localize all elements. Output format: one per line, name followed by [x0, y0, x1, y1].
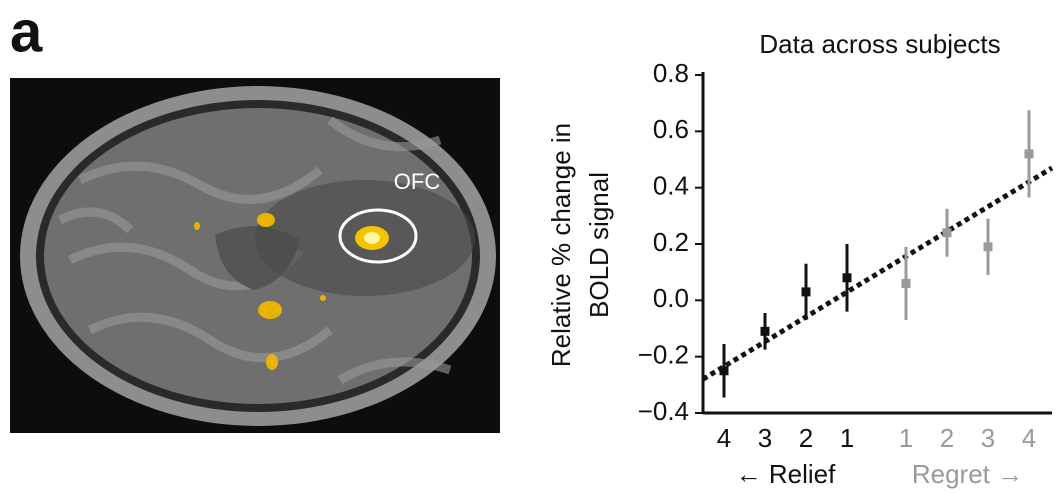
y-tick-label: 0.2 — [653, 227, 689, 257]
roi-label: OFC — [394, 169, 441, 194]
point — [760, 326, 770, 336]
activation-core — [364, 232, 380, 244]
point — [1024, 149, 1034, 159]
point — [842, 273, 852, 283]
point — [801, 287, 811, 297]
panel-label: a — [10, 0, 43, 64]
fit-line — [701, 165, 1054, 382]
x-tick-label: 2 — [799, 423, 813, 453]
legend-label: Regret → — [912, 459, 1023, 489]
x-tick-label: 1 — [840, 423, 854, 453]
activation — [258, 301, 282, 319]
y-tick-label: 0.6 — [653, 114, 689, 144]
point — [942, 228, 952, 238]
x-tick-label: 2 — [940, 423, 954, 453]
activation — [257, 213, 275, 227]
y-tick-label: 0.8 — [653, 58, 689, 88]
point — [983, 242, 993, 252]
y-tick-label: 0.0 — [653, 283, 689, 313]
activation — [194, 222, 200, 230]
legend-label: ← Relief — [736, 459, 836, 489]
x-tick-label: 4 — [1022, 423, 1036, 453]
x-tick-label: 1 — [899, 423, 913, 453]
gyri — [57, 116, 452, 384]
y-tick-label: −0.2 — [638, 340, 689, 370]
x-tick-label: 3 — [758, 423, 772, 453]
y-tick-label: −0.4 — [638, 396, 689, 426]
brain-image: OFC — [10, 78, 500, 433]
x-tick-label: 4 — [717, 423, 731, 453]
chart-title: Data across subjects — [759, 29, 1000, 59]
point — [901, 278, 911, 288]
point — [719, 366, 729, 376]
roi-circle — [338, 208, 418, 264]
x-tick-label: 3 — [981, 423, 995, 453]
y-axis-label: Relative % change in — [546, 123, 576, 367]
activation — [320, 295, 326, 301]
y-tick-label: 0.4 — [653, 171, 689, 201]
activation — [266, 354, 278, 370]
y-axis-label: BOLD signal — [584, 172, 614, 318]
